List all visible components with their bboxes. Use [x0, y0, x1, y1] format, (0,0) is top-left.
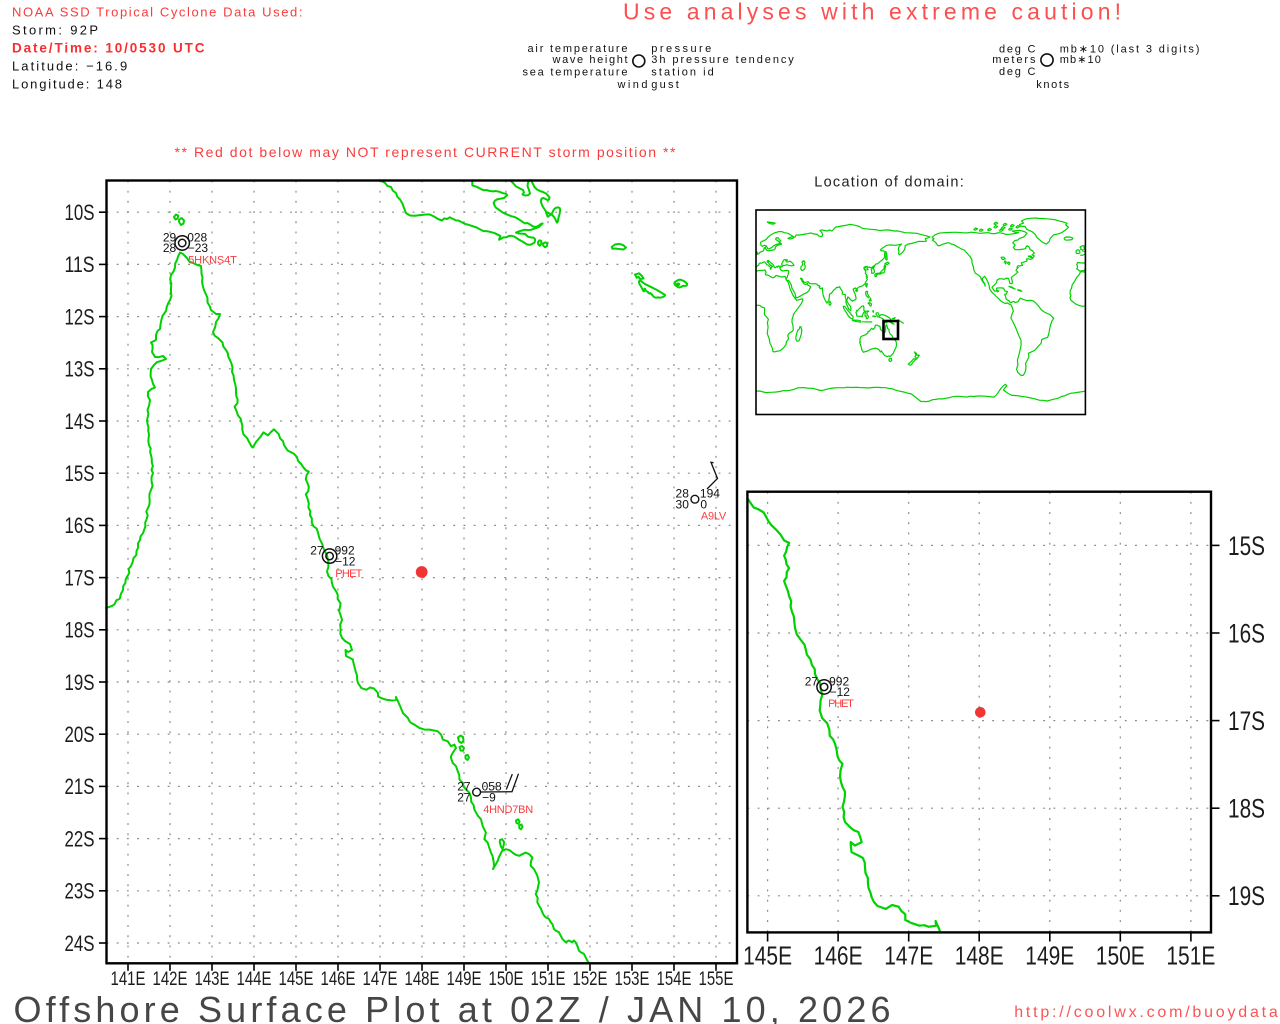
svg-text:15S: 15S: [1228, 531, 1265, 561]
svg-text:24S: 24S: [65, 931, 95, 956]
svg-text:992: 992: [829, 674, 849, 688]
svg-text:Storm: 92P: Storm: 92P: [12, 23, 98, 38]
svg-text:0: 0: [700, 497, 707, 511]
svg-text:147E: 147E: [884, 941, 933, 971]
svg-text:17S: 17S: [65, 565, 95, 590]
svg-text:16S: 16S: [1228, 618, 1265, 648]
svg-text:155E: 155E: [699, 969, 734, 990]
svg-text:meters: meters: [992, 54, 1036, 66]
svg-text:Latitude: −16.9: Latitude: −16.9: [12, 59, 127, 74]
svg-text:−23: −23: [188, 241, 209, 255]
svg-text:4HND7BN: 4HND7BN: [483, 804, 533, 816]
svg-text:153E: 153E: [615, 969, 650, 990]
svg-text:Use analyses with extreme caut: Use analyses with extreme caution!: [623, 0, 1121, 25]
svg-text:148E: 148E: [955, 941, 1004, 971]
svg-text:station id: station id: [651, 67, 714, 79]
svg-text:29: 29: [163, 230, 177, 244]
svg-text:17S: 17S: [1228, 706, 1265, 736]
svg-text:−12: −12: [830, 685, 851, 699]
svg-text:18S: 18S: [1228, 794, 1265, 824]
svg-text:Location of domain:: Location of domain:: [814, 175, 964, 191]
svg-text:14S: 14S: [65, 409, 95, 434]
svg-text:PHET: PHET: [828, 698, 854, 710]
svg-text:143E: 143E: [195, 969, 230, 990]
svg-text:22S: 22S: [65, 826, 95, 851]
svg-text:150E: 150E: [489, 969, 524, 990]
svg-text:3h pressure tendency: 3h pressure tendency: [651, 54, 794, 66]
svg-text:058: 058: [482, 780, 502, 794]
svg-text:992: 992: [335, 544, 355, 558]
svg-text:19S: 19S: [65, 670, 95, 695]
svg-text:A9LV: A9LV: [701, 511, 727, 523]
svg-text:142E: 142E: [153, 969, 188, 990]
svg-text:28: 28: [163, 241, 177, 255]
svg-text:sea temperature: sea temperature: [523, 67, 628, 79]
svg-text:12S: 12S: [65, 304, 95, 329]
svg-text:27: 27: [457, 780, 471, 794]
svg-text:194: 194: [700, 487, 720, 501]
svg-text:28: 28: [676, 487, 690, 501]
svg-text:mb∗10: mb∗10: [1060, 54, 1101, 66]
svg-text:mb∗10 (last 3 digits): mb∗10 (last 3 digits): [1060, 43, 1200, 55]
svg-text:5HKNS4T: 5HKNS4T: [188, 254, 237, 266]
svg-text:10S: 10S: [65, 200, 95, 225]
svg-text:30: 30: [676, 497, 690, 511]
svg-text:deg C: deg C: [999, 66, 1036, 78]
svg-text:147E: 147E: [363, 969, 398, 990]
svg-text:−9: −9: [482, 790, 496, 804]
svg-text:19S: 19S: [1228, 881, 1265, 911]
svg-text:Offshore Surface Plot at 02Z /: Offshore Surface Plot at 02Z / JAN 10, 2…: [14, 989, 891, 1024]
svg-text:028: 028: [187, 230, 207, 244]
svg-text:** Red dot below may NOT repre: ** Red dot below may NOT represent CURRE…: [175, 144, 677, 160]
svg-text:141E: 141E: [111, 969, 146, 990]
svg-text:knots: knots: [1036, 79, 1069, 91]
svg-text:145E: 145E: [279, 969, 314, 990]
svg-text:Date/Time: 10/0530 UTC: Date/Time: 10/0530 UTC: [12, 41, 205, 56]
svg-text:wind: wind: [617, 79, 648, 91]
svg-text:16S: 16S: [65, 513, 95, 538]
svg-text:23S: 23S: [65, 879, 95, 904]
svg-text:146E: 146E: [321, 969, 356, 990]
svg-text:15S: 15S: [65, 461, 95, 486]
svg-text:18S: 18S: [65, 618, 95, 643]
svg-text:148E: 148E: [405, 969, 440, 990]
svg-text:wave height: wave height: [552, 54, 628, 66]
svg-text:144E: 144E: [237, 969, 272, 990]
svg-text:145E: 145E: [743, 941, 792, 971]
svg-text:154E: 154E: [657, 969, 692, 990]
svg-text:−12: −12: [335, 554, 356, 568]
svg-text:21S: 21S: [65, 774, 95, 799]
svg-text:151E: 151E: [1166, 941, 1215, 971]
svg-text:http://coolwx.com/buoydata: http://coolwx.com/buoydata: [1014, 1004, 1278, 1021]
svg-text:149E: 149E: [1025, 941, 1074, 971]
svg-text:20S: 20S: [65, 722, 95, 747]
svg-text:150E: 150E: [1096, 941, 1145, 971]
svg-text:13S: 13S: [65, 357, 95, 382]
svg-text:11S: 11S: [65, 252, 95, 277]
svg-text:NOAA SSD Tropical Cyclone Data: NOAA SSD Tropical Cyclone Data Used:: [12, 5, 302, 20]
svg-text:air temperature: air temperature: [528, 43, 628, 55]
svg-text:152E: 152E: [573, 969, 608, 990]
svg-text:151E: 151E: [531, 969, 566, 990]
svg-text:27: 27: [310, 544, 324, 558]
svg-text:27: 27: [805, 674, 819, 688]
svg-text:27: 27: [457, 790, 471, 804]
svg-text:146E: 146E: [814, 941, 863, 971]
svg-text:149E: 149E: [447, 969, 482, 990]
svg-text:PHET: PHET: [335, 568, 362, 580]
svg-text:Longitude: 148: Longitude: 148: [12, 77, 122, 92]
